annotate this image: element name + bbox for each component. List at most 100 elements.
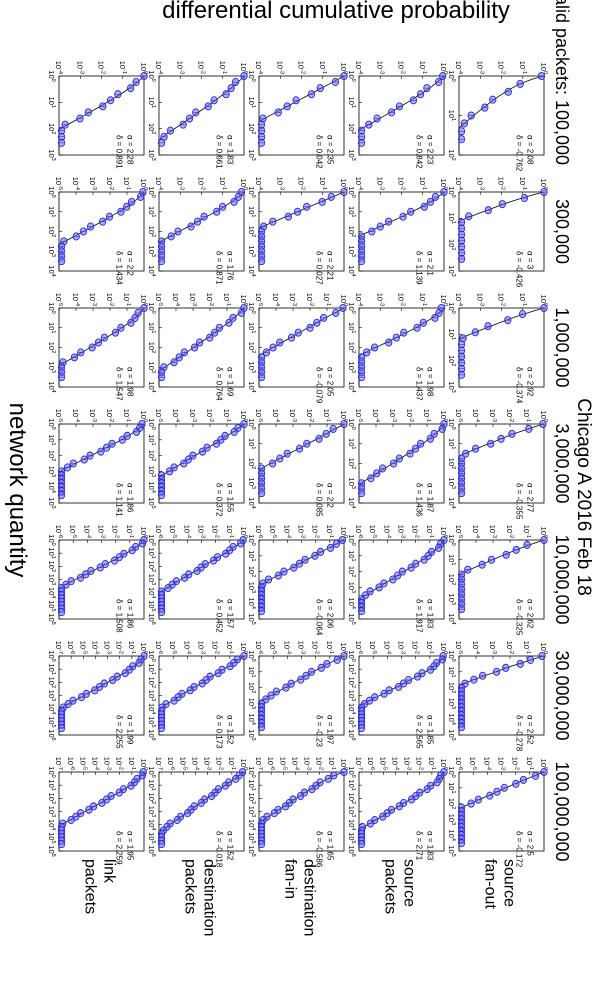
delta-value: 1.437	[415, 381, 424, 402]
panel-r4-c6: 10010-110-210-310-410-510-610-7100101102…	[47, 757, 148, 865]
panel-r1-c5: 10010-110-210-310-410-510-61001011021031…	[347, 641, 448, 749]
delta-value: 1.139	[415, 265, 424, 286]
panel-frame	[158, 423, 245, 504]
y-tick-label: 100	[339, 527, 348, 538]
x-tick-label: 101	[247, 550, 256, 561]
y-tick-label: 10-1	[422, 409, 431, 422]
y-tick-label: 10-1	[218, 177, 227, 190]
x-tick-label: 100	[347, 302, 356, 313]
x-tick-label: 105	[147, 716, 156, 727]
y-tick-label: 10-4	[390, 757, 399, 770]
x-tick-label: 101	[47, 779, 56, 790]
alpha-annotation: α = 2.05	[326, 367, 335, 397]
delta-annotation: δ = -0.018	[215, 831, 224, 868]
delta-value: 0.042	[315, 149, 324, 170]
alpha-value: 1.52	[226, 845, 235, 861]
delta-value: 1.547	[115, 381, 124, 402]
x-axis-label: network quantity	[4, 403, 31, 578]
y-tick-label: 10-7	[354, 757, 363, 770]
x-tick-label: 102	[147, 561, 156, 572]
delta-value: 2.565	[415, 729, 424, 750]
y-tick-label: 10-2	[205, 409, 214, 422]
delta-value: 2.71	[415, 845, 424, 861]
y-tick-label: 10-2	[305, 293, 314, 306]
y-tick-label: 10-2	[397, 61, 406, 74]
alpha-value: 1.95	[126, 845, 135, 861]
x-tick-label: 100	[347, 766, 356, 777]
alpha-value: 1.69	[226, 381, 235, 397]
x-tick-label: 103	[147, 362, 156, 373]
y-tick-label: 10-3	[175, 177, 184, 190]
x-tick-label: 103	[247, 582, 256, 593]
x-tick-label: 103	[47, 149, 56, 160]
y-tick-label: 10-1	[525, 757, 534, 770]
delta-annotation: δ = -0.079	[315, 367, 324, 404]
y-tick-label: 10-3	[388, 409, 397, 422]
y-tick-label: 10-1	[327, 757, 336, 770]
y-tick-label: 10-4	[282, 525, 291, 538]
y-tick-label: 10-2	[197, 177, 206, 190]
row-label-4-line2: packets	[82, 859, 99, 914]
x-tick-label: 104	[347, 265, 356, 276]
delta-value: 1.436	[415, 497, 424, 518]
y-tick-label: 10-3	[488, 409, 497, 422]
y-tick-label: 10-1	[322, 293, 331, 306]
alpha-value: 1.55	[226, 497, 235, 513]
x-tick-label: 103	[147, 806, 156, 817]
x-tick-label: 105	[147, 832, 156, 843]
alpha-annotation: α = 1.65	[326, 831, 335, 861]
y-tick-label: 10-3	[297, 641, 306, 654]
panel-frame	[58, 423, 145, 504]
x-tick-label: 100	[247, 766, 256, 777]
y-tick-label: 10-5	[154, 409, 163, 422]
x-tick-label: 102	[147, 450, 156, 461]
delta-annotation: δ = -0.374	[515, 367, 524, 404]
delta-annotation: δ = 0.042	[315, 135, 324, 169]
alpha-annotation: α = 2.2	[326, 483, 335, 508]
y-tick-label: 10-6	[366, 757, 375, 770]
delta-value: -0.426	[515, 265, 524, 288]
delta-annotation: δ = 2.565	[415, 715, 424, 749]
delta-value: 2.259	[115, 845, 124, 866]
x-tick-label: 102	[47, 793, 56, 804]
delta-annotation: δ = 2.71	[415, 831, 424, 861]
y-tick-label: 10-1	[125, 525, 134, 538]
y-tick-label: 10-4	[171, 409, 180, 422]
x-tick-label: 104	[247, 597, 256, 608]
delta-annotation: δ = -0.23	[315, 715, 324, 747]
x-tick-label: 103	[147, 690, 156, 701]
x-tick-label: 103	[347, 690, 356, 701]
panel-r0-c6: 10010-110-210-310-410-510-61001011021031…	[447, 757, 548, 868]
y-tick-label: 10-2	[411, 641, 420, 654]
x-tick-label: 104	[247, 265, 256, 276]
alpha-annotation: α = 1.83	[426, 599, 435, 629]
y-tick-label: 10-2	[205, 293, 214, 306]
x-tick-label: 102	[247, 566, 256, 577]
x-tick-label: 103	[47, 690, 56, 701]
alpha-value: 1.83	[226, 149, 235, 165]
x-tick-label: 101	[47, 663, 56, 674]
delta-annotation: δ = 1.437	[415, 367, 424, 401]
y-tick-label: 10-4	[354, 177, 363, 190]
y-tick-label: 10-1	[522, 641, 531, 654]
y-tick-label: 10-2	[105, 409, 114, 422]
y-tick-label: 10-2	[97, 61, 106, 74]
y-tick-label: 10-3	[275, 177, 284, 190]
x-tick-label: 104	[447, 829, 456, 840]
y-tick-label: 10-4	[90, 641, 99, 654]
y-tick-label: 10-3	[97, 525, 106, 538]
y-tick-label: 10-3	[275, 61, 284, 74]
delta-annotation: δ = 2.259	[115, 831, 124, 865]
alpha-annotation: α = 1.86	[126, 483, 135, 513]
x-tick-label: 102	[47, 226, 56, 237]
y-tick-label: 10-2	[397, 293, 406, 306]
alpha-annotation: α = 2.2	[126, 251, 135, 276]
alpha-value: 2.77	[526, 497, 535, 513]
column-header-3: 3,000,000	[552, 423, 572, 503]
x-tick-label: 101	[47, 547, 56, 558]
delta-value: -0.762	[515, 149, 524, 172]
column-label-value: 100,000	[552, 100, 572, 165]
y-tick-label: 10-5	[54, 409, 63, 422]
